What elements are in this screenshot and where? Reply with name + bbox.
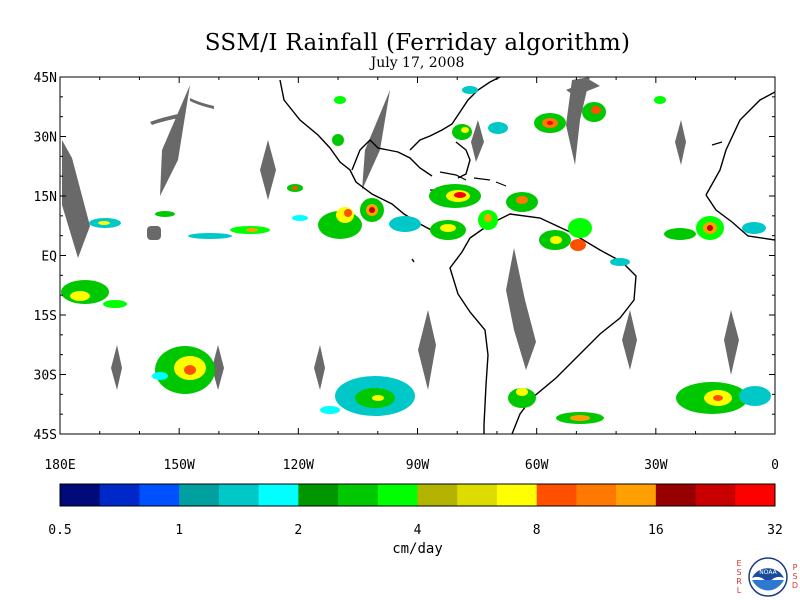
legend-swatch [735,484,776,506]
legend-tick-label: 4 [414,523,422,538]
legend-swatch [536,484,577,506]
lat-label: 30S [34,369,57,384]
color-legend [59,483,776,507]
legend-swatch [179,484,220,506]
legend-swatch [99,484,140,506]
legend-swatch [139,484,180,506]
rainfall-patches [61,86,771,424]
map-title: SSM/I Rainfall (Ferriday algorithm) [204,30,631,56]
legend-swatch [457,484,498,506]
logo-letter: R [736,577,742,586]
logo-letter: D [792,581,798,590]
lat-label: 45N [34,71,57,86]
lon-label: 150W [164,458,195,473]
legend-units: cm/day [392,541,443,557]
lat-label: 15S [34,309,57,324]
legend-tick-label: 1 [175,523,183,538]
swath-gaps [62,77,739,390]
legend-swatch [417,484,458,506]
legend-tick-label: 2 [294,523,302,538]
lat-label: 15N [34,190,57,205]
lat-label: 30N [34,131,57,146]
legend-swatch [377,484,418,506]
logo-letter: S [736,568,741,577]
lat-label: 45S [34,428,57,443]
legend-swatch [60,484,101,506]
lon-label: 180E [44,458,75,473]
lon-label: 90W [406,458,430,473]
lon-label: 120W [283,458,314,473]
legend-swatch [258,484,299,506]
legend-swatch [695,484,736,506]
legend-border [59,483,776,507]
caribbean-islands [430,141,723,191]
legend-tick-label: 0.5 [48,523,71,538]
lat-label: EQ [41,250,57,265]
latitude-axis: 45N 30N 15N EQ 15S 30S 45S [34,71,775,443]
svg-text:NOAA: NOAA [759,569,777,576]
lon-label: 30W [644,458,668,473]
legend-swatch [496,484,538,506]
legend-swatch [338,484,379,506]
logo-letter: E [736,559,741,568]
coastlines [279,77,775,434]
legend-tick-labels: 0.5 1 2 4 8 16 32 [48,523,783,538]
lon-label: 60W [525,458,549,473]
legend-swatch [298,484,339,506]
legend-swatch [616,484,657,506]
lon-label: 0 [771,458,779,473]
map-date: July 17, 2008 [370,55,465,71]
legend-swatch [655,484,697,506]
longitude-axis: 180E 150W 120W 90W 60W 30W 0 [44,77,779,473]
legend-tick-label: 16 [648,523,664,538]
legend-swatch [218,484,260,506]
legend-tick-label: 32 [767,523,783,538]
legend-tick-label: 8 [533,523,541,538]
logo-letter: S [792,572,797,581]
legend-swatch [576,484,617,506]
logo-letter: L [737,586,742,595]
logo-letter: P [793,563,798,572]
